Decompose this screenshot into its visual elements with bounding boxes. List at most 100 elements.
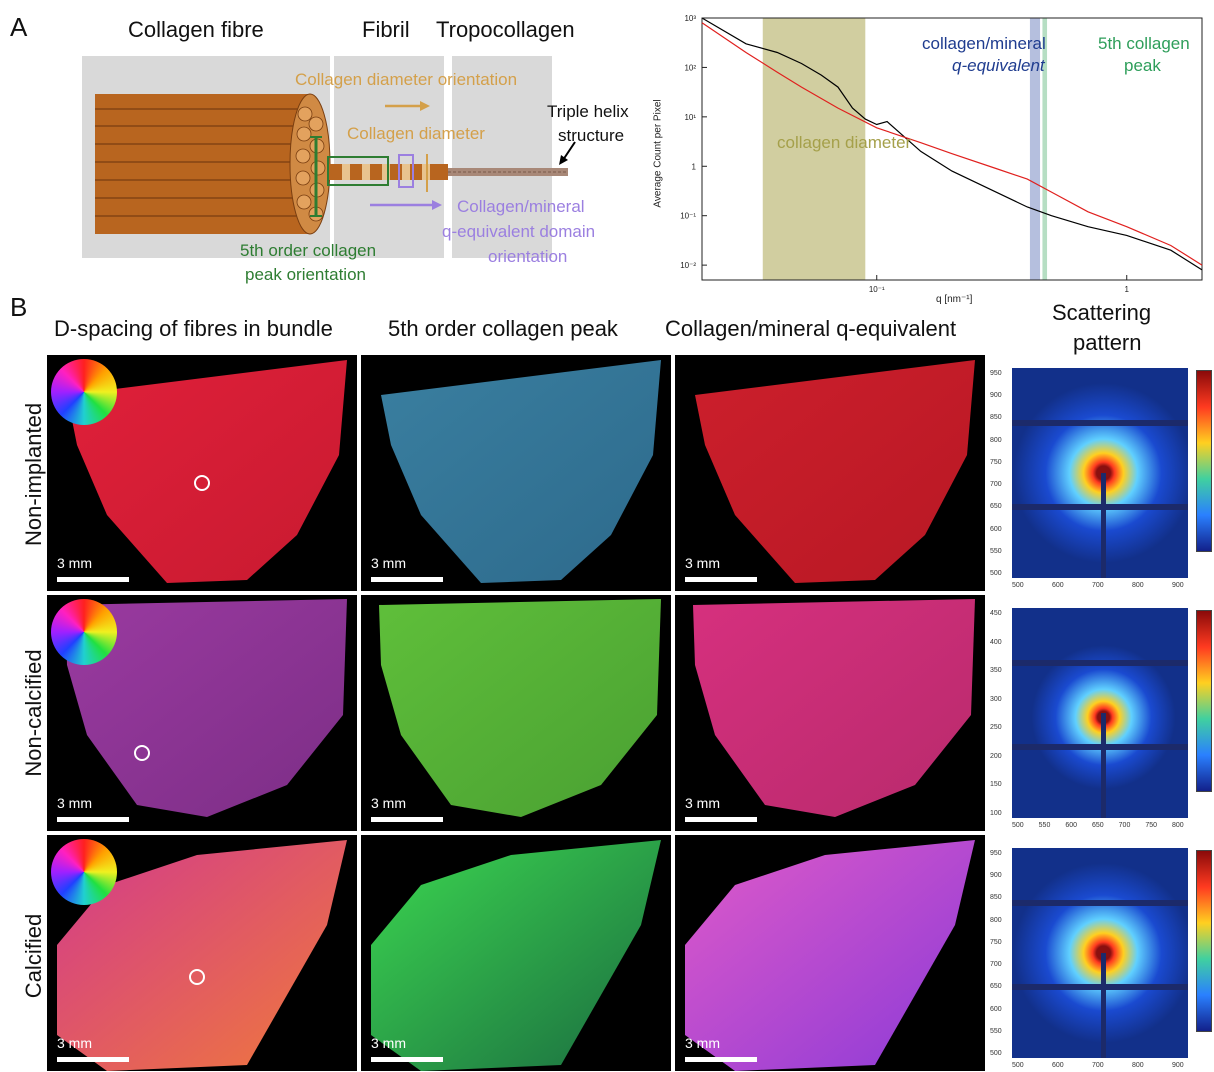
detector-gap [1012, 744, 1188, 750]
pattern-y-tick: 850 [990, 414, 1002, 422]
scale-bar [371, 1057, 443, 1062]
scale-bar-label: 3 mm [371, 555, 406, 571]
y-axis-label: Average Count per Pixel [652, 99, 664, 208]
series-line-0 [701, 17, 1203, 271]
pattern-x-tick: 750 [1145, 822, 1158, 829]
scale-bar [371, 577, 443, 582]
pattern-x-tick: 800 [1132, 582, 1144, 589]
orientation-map-r2-c2: 3 mm [361, 595, 671, 831]
color-wheel-icon [51, 839, 117, 905]
pattern-y-tick: 900 [990, 872, 1002, 880]
pattern-y-tick: 600 [990, 1005, 1002, 1013]
col-header-5th-order: 5th order collagen peak [388, 316, 618, 341]
pattern-y-tick: 550 [990, 547, 1002, 555]
y-tick-label: 10³ [684, 14, 696, 23]
color-wheel-icon [51, 359, 117, 425]
scale-bar-label: 3 mm [57, 1035, 92, 1051]
band-0 [762, 18, 866, 280]
y-tick-label: 10⁻¹ [680, 212, 696, 221]
tissue-region [371, 840, 661, 1071]
roi-circle [134, 745, 150, 761]
pattern-y-tick: 250 [990, 724, 1002, 732]
roi-circle [194, 475, 210, 491]
scale-bar-label: 3 mm [371, 795, 406, 811]
pattern-x-tick: 900 [1172, 582, 1184, 589]
pattern-x-tick: 650 [1092, 822, 1104, 829]
colorbar [1196, 610, 1212, 792]
tissue-region [693, 599, 975, 817]
scale-bar-label: 3 mm [57, 795, 92, 811]
roi-circle [189, 969, 205, 985]
label-collagen-diameter: Collagen diameter [347, 124, 485, 143]
tissue-map-image [695, 360, 975, 583]
colorbar [1196, 370, 1212, 552]
y-tick-label: 10¹ [684, 113, 696, 122]
pattern-x-tick: 900 [1172, 1062, 1184, 1069]
tissue-map-image [67, 360, 347, 583]
band-label-qeq-2: q-equivalent [952, 56, 1045, 75]
orientation-map-r3-c3: 3 mm [675, 835, 985, 1071]
pattern-y-tick: 750 [990, 938, 1002, 946]
detector-gap [1012, 984, 1188, 990]
header-collagen-fibre: Collagen fibre [128, 17, 264, 42]
colorbar [1196, 850, 1212, 1032]
pattern-x-tick: 700 [1118, 822, 1131, 829]
band-2 [1042, 18, 1048, 280]
pattern-y-tick: 800 [990, 436, 1002, 444]
label-triple-helix-1: Triple helix [547, 102, 629, 121]
row-label-calcified: Calcified [21, 913, 46, 999]
x-tick-label: 10⁻¹ [869, 285, 885, 294]
pattern-y-tick: 700 [990, 961, 1002, 969]
label-qeq-1: Collagen/mineral [457, 197, 585, 216]
pattern-y-tick: 750 [990, 458, 1002, 466]
detector-image [1012, 848, 1188, 1058]
label-qeq-2: q-equivalent domain [442, 222, 596, 241]
pattern-y-tick: 100 [990, 810, 1002, 817]
collagen-hierarchy-diagram: Collagen fibre Fibril Tropocollagen [80, 10, 640, 290]
scale-bar [371, 817, 443, 822]
x-tick-label: 1 [1125, 285, 1130, 294]
scale-bar [57, 817, 129, 822]
pattern-x-tick: 500 [1012, 822, 1024, 829]
pattern-y-tick: 700 [990, 481, 1002, 489]
pattern-y-tick: 300 [990, 695, 1002, 703]
col-header-dspacing: D-spacing of fibres in bundle [54, 316, 333, 341]
scale-bar-label: 3 mm [57, 555, 92, 571]
scale-bar-label: 3 mm [685, 1035, 720, 1051]
orientation-map-r1-c1: 3 mm [47, 355, 357, 591]
label-qeq-3: orientation [488, 247, 568, 266]
pattern-y-tick: 950 [990, 850, 1002, 857]
pattern-x-tick: 700 [1092, 582, 1104, 589]
pattern-x-tick: 800 [1132, 1062, 1144, 1069]
scattering-pattern-2: 450 400 350 300 250 200 150 100 500 550 600 650 700 7… [990, 600, 1212, 832]
beamstop [1101, 953, 1106, 1058]
tissue-map-image [371, 840, 661, 1071]
band-label-qeq-1: collagen/mineral [922, 34, 1046, 53]
beamstop [1101, 473, 1106, 578]
tissue-region [685, 840, 975, 1071]
y-tick-label: 1 [692, 162, 697, 171]
panel-a-letter: A [10, 12, 28, 42]
scatter-header-2: pattern [1073, 330, 1142, 355]
pattern-x-tick: 800 [1172, 822, 1184, 829]
detector-gap [1012, 420, 1188, 426]
saxs-plot-area: 10³ 10² 10¹ 1 10⁻¹ 10⁻² 10⁻¹ 1 [680, 14, 1203, 294]
pattern-y-tick: 350 [990, 667, 1002, 675]
orientation-map-r2-c3: 3 mm [675, 595, 985, 831]
scattering-pattern-3: 950 900 850 800 750 700 650 600 550 500 500 600 700 8… [990, 840, 1212, 1072]
tissue-map-image [379, 599, 661, 817]
pattern-y-tick: 850 [990, 894, 1002, 902]
scale-bar [685, 817, 757, 822]
pattern-x-tick: 600 [1052, 582, 1064, 589]
detector-image [1012, 368, 1188, 578]
scale-bar-label: 3 mm [371, 1035, 406, 1051]
label-5th-order-2: peak orientation [245, 265, 366, 284]
plot-frame [701, 17, 1203, 281]
row-label-non-implanted: Non-implanted [21, 402, 46, 546]
orientation-map-r1-c3: 3 mm [675, 355, 985, 591]
y-tick-label: 10² [684, 63, 696, 72]
pattern-y-tick: 150 [990, 781, 1002, 789]
panel-b-letter: B [10, 292, 28, 322]
pattern-y-tick: 800 [990, 916, 1002, 924]
pattern-y-tick: 450 [990, 610, 1002, 617]
